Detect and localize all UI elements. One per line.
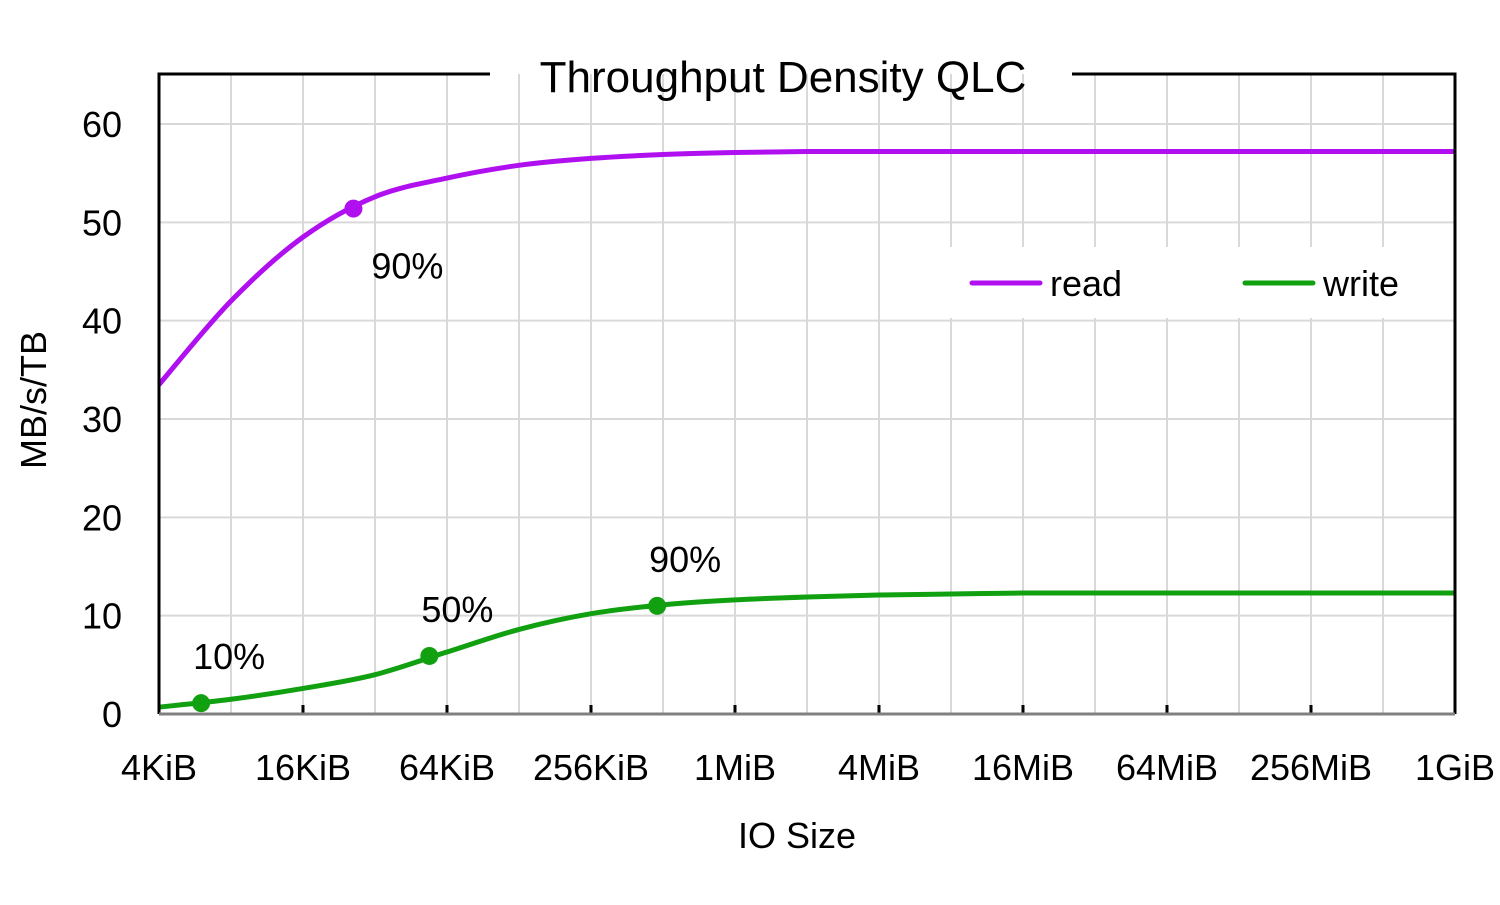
- marker-label-read: 90%: [371, 246, 443, 287]
- x-tick-label: 16KiB: [255, 747, 351, 788]
- legend-write-label: write: [1322, 263, 1399, 304]
- y-tick-label: 10: [82, 596, 122, 637]
- chart-title: Throughput Density QLC: [540, 53, 1027, 102]
- marker-label-write: 10%: [193, 636, 265, 677]
- marker-write: [192, 694, 211, 713]
- marker-write: [648, 596, 667, 615]
- y-tick-label: 20: [82, 497, 122, 538]
- x-tick-label: 4KiB: [121, 747, 197, 788]
- x-tick-label: 64KiB: [399, 747, 495, 788]
- x-tick-label: 16MiB: [972, 747, 1074, 788]
- series-line-write: [158, 590, 1455, 710]
- x-tick-label: 64MiB: [1116, 747, 1218, 788]
- x-tick-label: 256KiB: [533, 747, 649, 788]
- marker-label-write: 90%: [649, 539, 721, 580]
- x-tick-label: 4MiB: [838, 747, 920, 788]
- marker-read: [344, 199, 363, 218]
- marker-label-write: 50%: [421, 589, 493, 630]
- x-tick-label: 1GiB: [1415, 747, 1495, 788]
- y-axis-label: MB/s/TB: [13, 331, 54, 469]
- y-tick-label: 0: [102, 694, 122, 735]
- x-tick-label: 1MiB: [694, 747, 776, 788]
- y-tick-label: 30: [82, 399, 122, 440]
- x-axis-label: IO Size: [738, 815, 856, 856]
- plot-frame: [157, 72, 1457, 714]
- y-tick-label: 50: [82, 202, 122, 243]
- marker-write: [420, 646, 439, 665]
- grid: [159, 74, 1455, 714]
- legend-read-label: read: [1050, 263, 1122, 304]
- x-tick-label: 256MiB: [1250, 747, 1372, 788]
- y-tick-label: 40: [82, 301, 122, 342]
- y-tick-label: 60: [82, 104, 122, 145]
- legend: read write: [969, 263, 1399, 304]
